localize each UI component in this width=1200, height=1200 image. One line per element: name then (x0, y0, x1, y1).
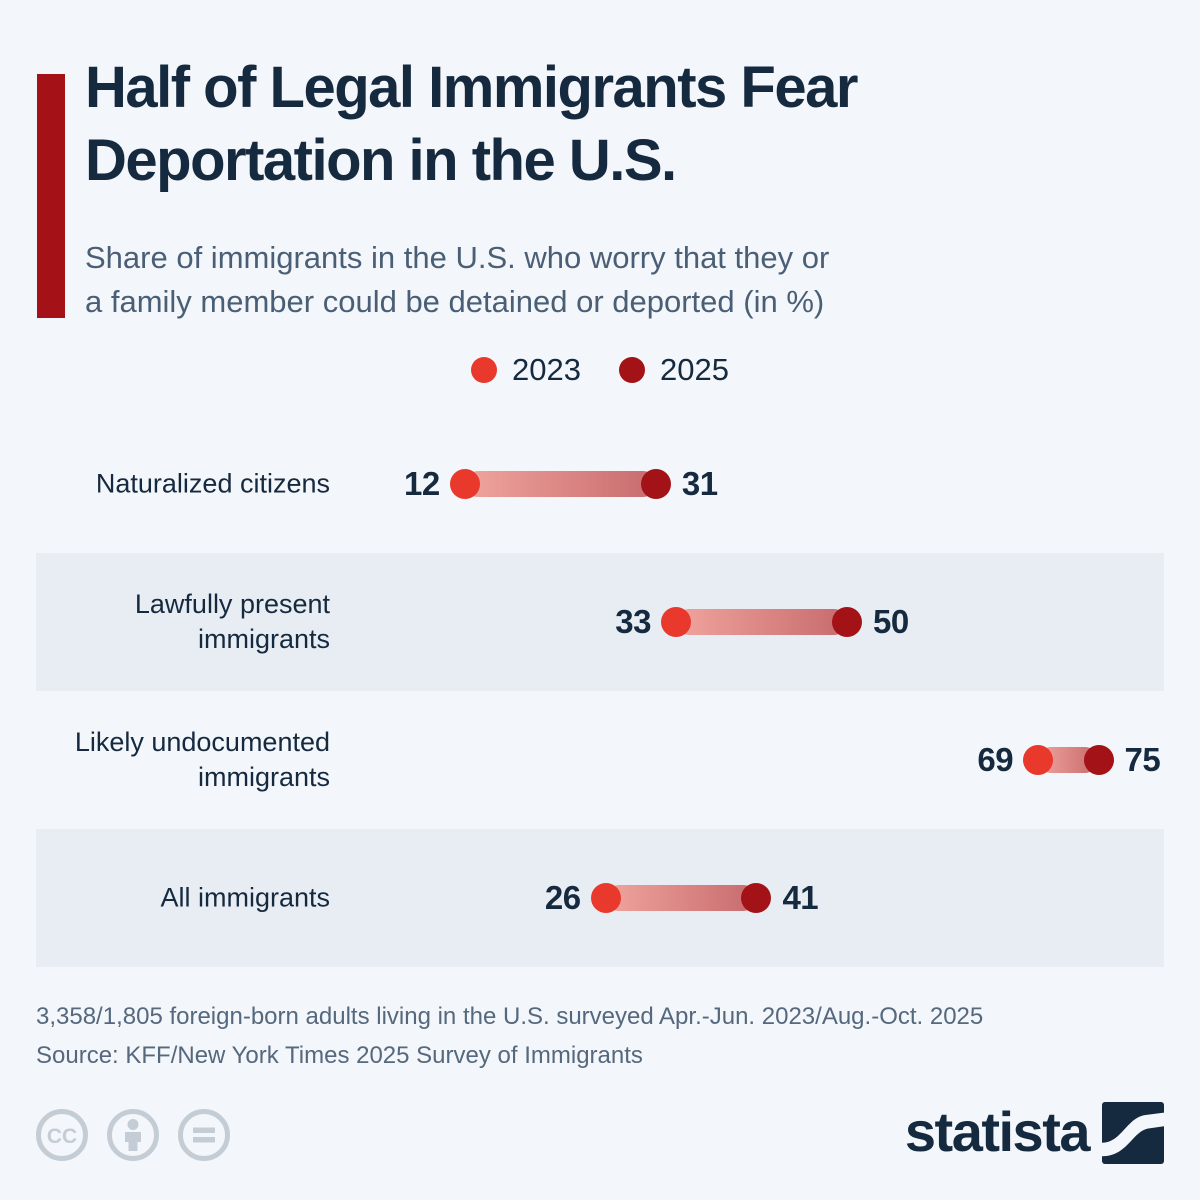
chart-row: Lawfully present immigrants 33 50 (36, 553, 1164, 691)
legend-dot-2023 (471, 357, 498, 383)
svg-text:CC: CC (47, 1125, 77, 1148)
no-derivatives-icon[interactable] (178, 1109, 230, 1161)
title-line-2: Deportation in the U.S. (85, 127, 677, 193)
value-label-2025: 41 (782, 879, 819, 916)
subtitle-line-1: Share of immigrants in the U.S. who worr… (85, 240, 830, 275)
chart-subtitle: Share of immigrants in the U.S. who worr… (85, 236, 829, 325)
value-label-2023: 26 (544, 879, 581, 916)
dot-2025 (832, 607, 862, 637)
chart-row: Likely undocumented immigrants 69 75 (36, 691, 1164, 829)
chart-row: Naturalized citizens 12 31 (36, 415, 1164, 553)
value-label-2025: 50 (873, 603, 909, 640)
dumbbell-chart: Naturalized citizens 12 31 Lawfully present… (36, 415, 1164, 967)
dot-2025 (1083, 745, 1114, 775)
connector-band (464, 471, 656, 497)
value-label-2023: 33 (615, 603, 651, 640)
attribution-icon[interactable] (107, 1109, 159, 1161)
chart-legend: 2023 2025 (0, 352, 1200, 388)
legend-item-2023: 2023 (471, 352, 581, 388)
dot-2023 (1023, 745, 1054, 775)
dot-2023 (590, 883, 621, 913)
legend-item-2025: 2025 (619, 352, 729, 388)
category-label: Lawfully present immigrants (134, 588, 330, 654)
connector-band (675, 609, 847, 635)
category-label: Likely undocumented immigrants (74, 726, 330, 792)
legend-label: 2025 (660, 352, 729, 387)
page-title: Half of Legal Immigrants Fear Deportation… (85, 52, 858, 197)
cc-icon[interactable]: CC (36, 1109, 88, 1161)
subtitle-line-2: a family member could be detained or dep… (85, 284, 825, 320)
chart-footnote: 3,358/1,805 foreign-born adults living i… (36, 998, 983, 1076)
title-accent-bar (37, 74, 65, 318)
statista-wordmark: statista (904, 1100, 1091, 1163)
bottom-bar: CC statista (36, 1100, 1164, 1170)
license-icons: CC (36, 1109, 230, 1161)
statista-logo-mark-icon (1102, 1101, 1164, 1169)
statista-logo[interactable]: statista (904, 1100, 1164, 1169)
value-label-2025: 31 (681, 465, 718, 502)
connector-band (605, 885, 757, 911)
title-line-1: Half of Legal Immigrants Fear (85, 55, 858, 120)
dot-2023 (660, 607, 691, 637)
value-label-2025: 75 (1124, 741, 1161, 778)
chart-row: All immigrants 26 41 (36, 829, 1164, 967)
category-label: Naturalized citizens (95, 468, 330, 499)
legend-label: 2023 (512, 352, 581, 387)
category-label: All immigrants (160, 882, 330, 913)
survey-note: 3,358/1,805 foreign-born adults living i… (36, 1003, 984, 1030)
source-note: Source: KFF/New York Times 2025 Survey o… (36, 1041, 643, 1069)
value-label-2023: 69 (977, 741, 1014, 778)
dot-2023 (449, 469, 480, 499)
legend-dot-2025 (619, 357, 645, 383)
dot-2025 (741, 883, 772, 913)
dot-2025 (640, 469, 671, 499)
value-label-2023: 12 (404, 465, 440, 502)
